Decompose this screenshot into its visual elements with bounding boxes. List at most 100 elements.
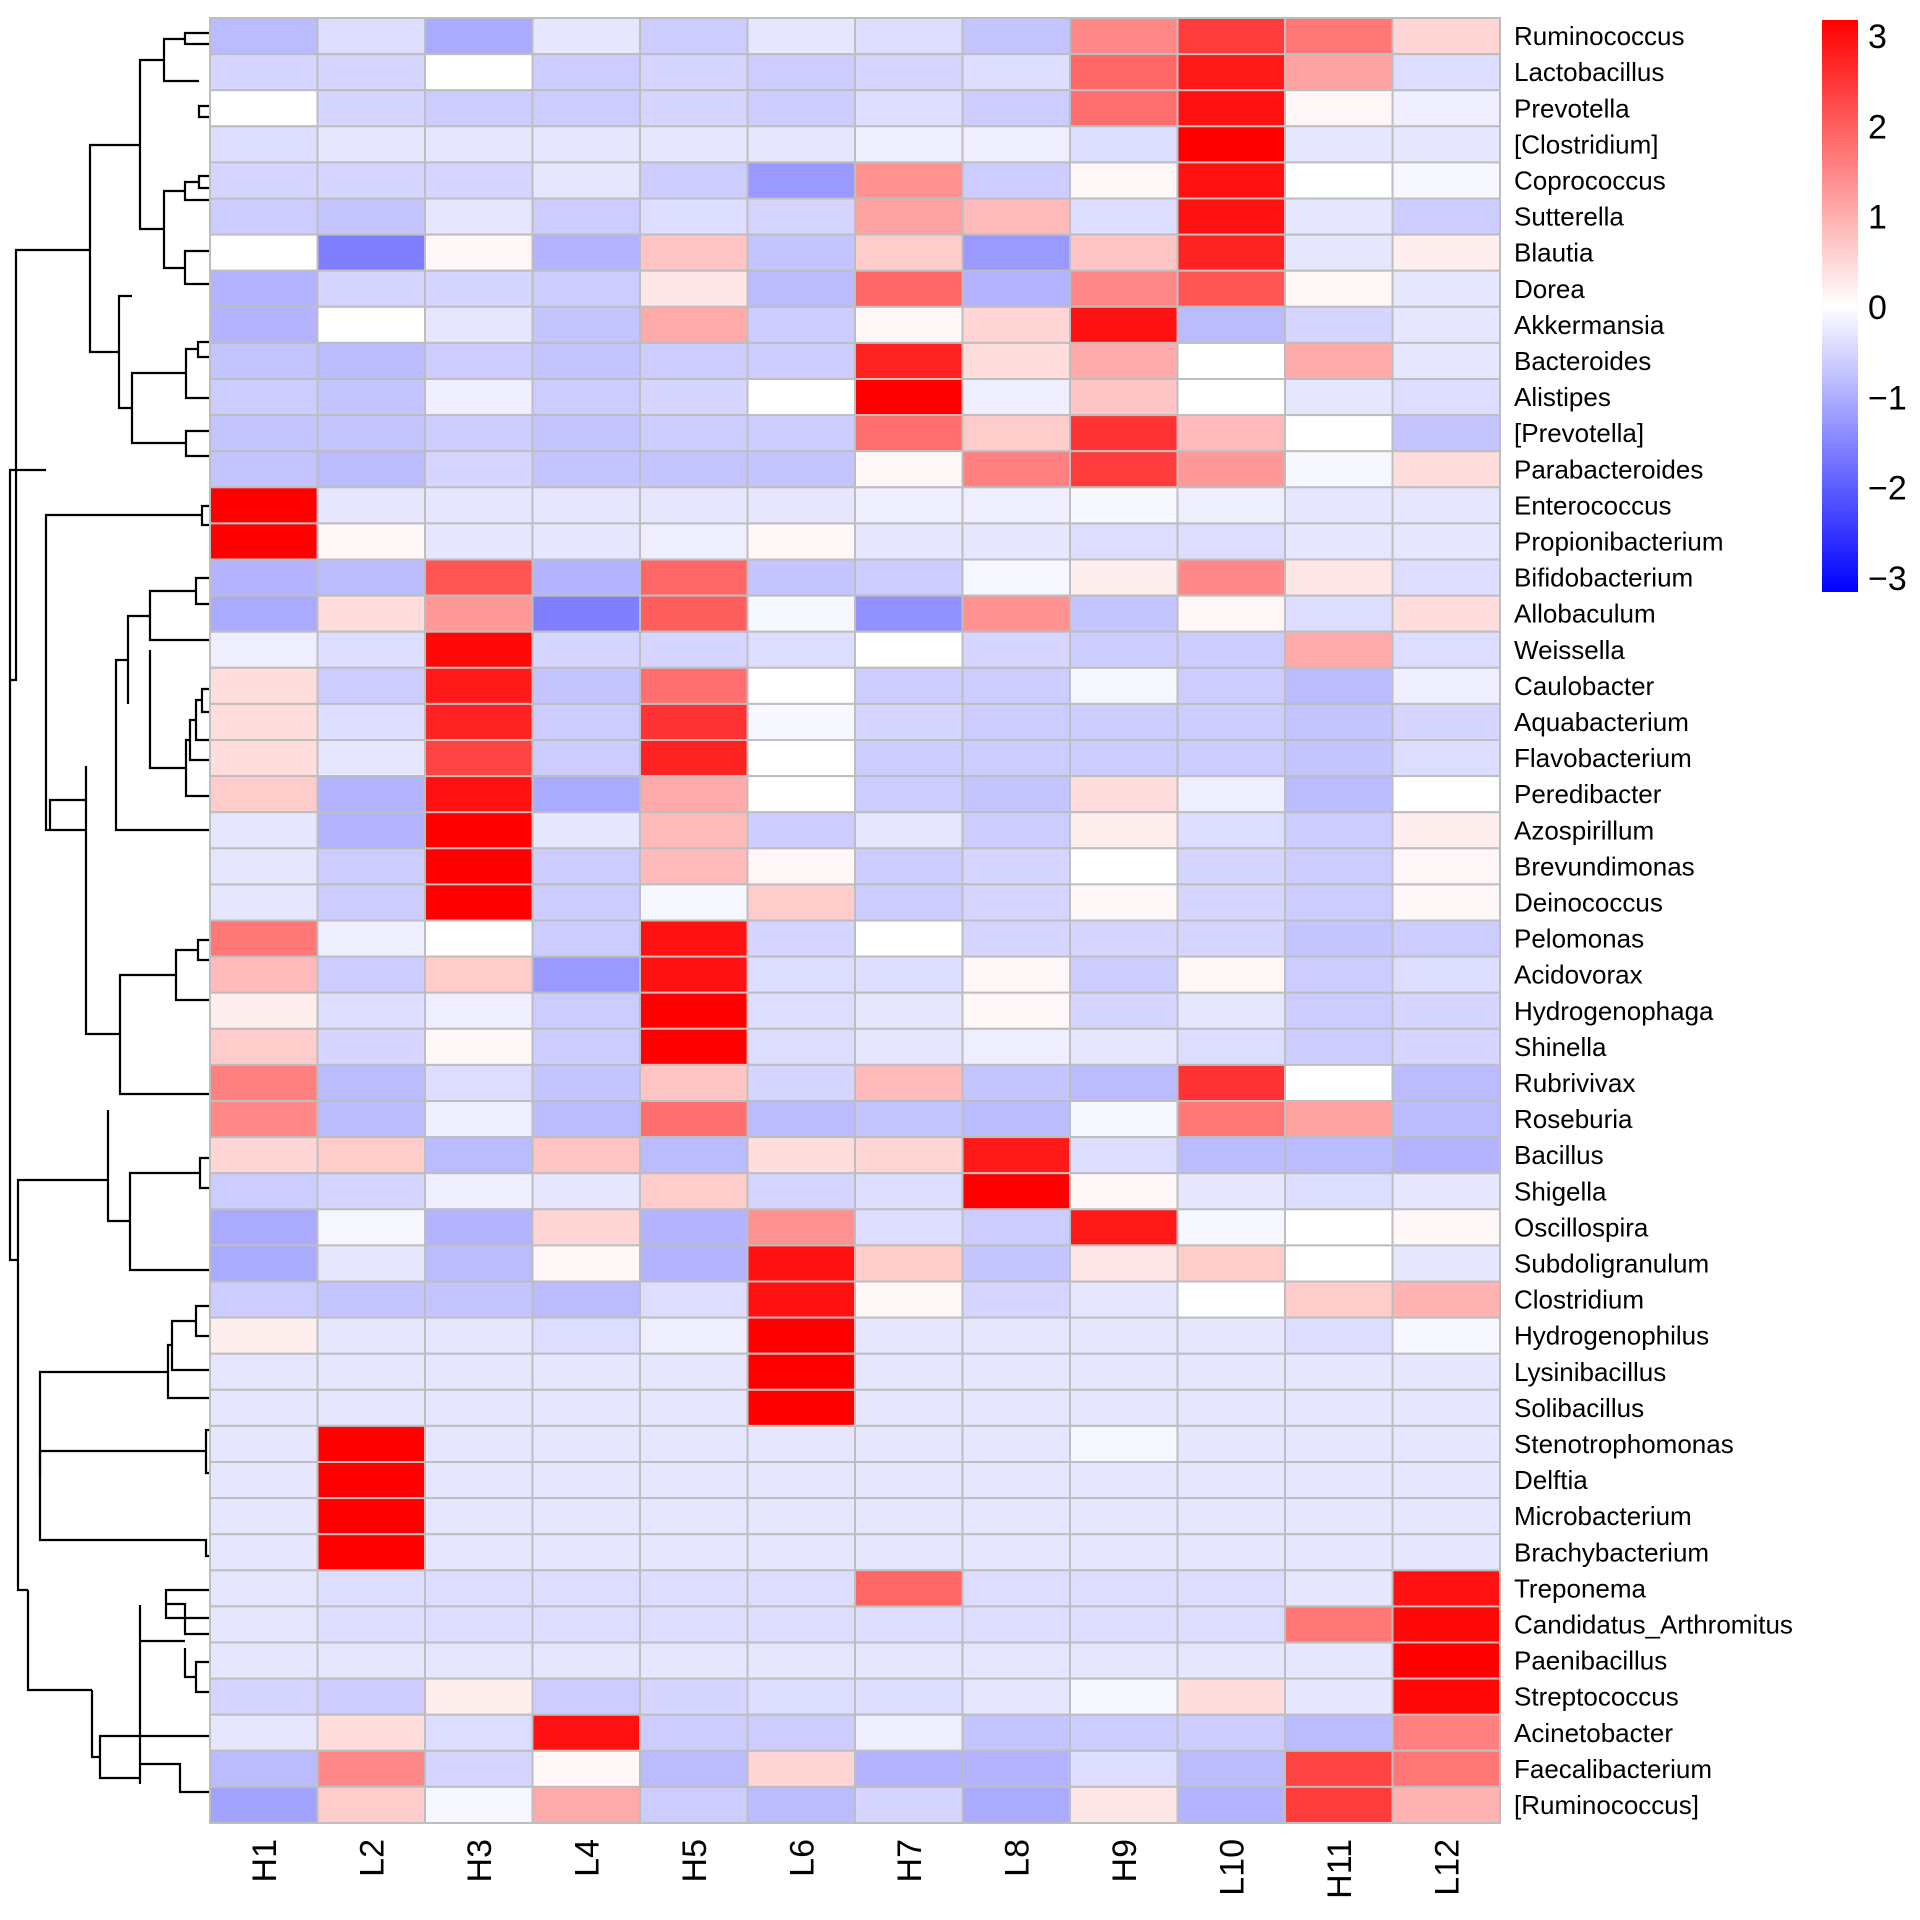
heatmap-cell bbox=[854, 1280, 964, 1319]
heatmap-cell bbox=[1284, 1316, 1394, 1355]
heatmap-cell bbox=[316, 53, 426, 92]
heatmap-cell bbox=[746, 594, 856, 633]
heatmap-cell bbox=[1284, 305, 1394, 344]
heatmap-cell bbox=[1391, 1388, 1501, 1427]
heatmap-cell bbox=[424, 450, 534, 489]
heatmap-cell bbox=[746, 1533, 856, 1572]
heatmap-cell bbox=[1284, 1172, 1394, 1211]
heatmap-cell bbox=[746, 666, 856, 705]
heatmap-cell bbox=[531, 522, 641, 561]
heatmap-cell bbox=[1176, 1677, 1286, 1716]
heatmap-cell bbox=[854, 1749, 964, 1788]
heatmap-cell bbox=[961, 522, 1071, 561]
heatmap-cell bbox=[424, 1100, 534, 1139]
heatmap-cell bbox=[1391, 630, 1501, 669]
heatmap-cell bbox=[961, 991, 1071, 1030]
heatmap-cell bbox=[639, 1424, 749, 1464]
heatmap-cell bbox=[961, 1316, 1071, 1355]
heatmap-cell bbox=[316, 1749, 426, 1788]
heatmap-cell bbox=[639, 1533, 749, 1572]
heatmap-cell bbox=[316, 161, 426, 200]
heatmap-cell bbox=[209, 775, 319, 814]
heatmap-cell bbox=[209, 1461, 319, 1500]
heatmap-cell bbox=[316, 811, 426, 850]
heatmap-cell bbox=[854, 53, 964, 92]
column-label: L12 bbox=[1428, 1839, 1466, 1896]
heatmap-cell bbox=[961, 1605, 1071, 1644]
heatmap-cell bbox=[639, 883, 749, 922]
heatmap-cell bbox=[961, 1280, 1071, 1319]
heatmap-cell bbox=[316, 1605, 426, 1644]
heatmap-cell bbox=[854, 378, 964, 417]
heatmap-cell bbox=[854, 1136, 964, 1175]
heatmap-cell bbox=[961, 811, 1071, 850]
heatmap-cell bbox=[1391, 17, 1501, 56]
heatmap-cell bbox=[316, 378, 426, 417]
heatmap-cell bbox=[961, 919, 1071, 958]
heatmap-cell bbox=[1176, 739, 1286, 778]
heatmap-cell bbox=[316, 1641, 426, 1680]
heatmap-cell bbox=[316, 1244, 426, 1283]
heatmap-cell bbox=[961, 1424, 1071, 1464]
heatmap-cell bbox=[1176, 630, 1286, 669]
heatmap-cell bbox=[531, 594, 641, 633]
heatmap-cell bbox=[961, 594, 1071, 633]
heatmap-cell bbox=[209, 450, 319, 489]
heatmap-cell bbox=[1069, 811, 1179, 850]
heatmap-cell bbox=[1391, 1280, 1501, 1319]
heatmap-cell bbox=[961, 1027, 1071, 1066]
heatmap-cell bbox=[1391, 775, 1501, 814]
heatmap-cell bbox=[1069, 1388, 1179, 1427]
heatmap-cell bbox=[961, 125, 1071, 164]
heatmap-cell bbox=[424, 1641, 534, 1680]
heatmap-cell bbox=[531, 1316, 641, 1355]
heatmap-cell bbox=[1284, 17, 1394, 56]
heatmap-cell bbox=[746, 883, 856, 922]
heatmap-cell bbox=[1069, 125, 1179, 164]
heatmap-cell bbox=[316, 269, 426, 308]
heatmap-cell bbox=[1176, 1569, 1286, 1608]
heatmap-cell bbox=[1069, 1280, 1179, 1319]
heatmap-cell bbox=[209, 197, 319, 236]
heatmap-cell bbox=[1176, 594, 1286, 633]
heatmap-cell bbox=[1391, 522, 1501, 561]
heatmap-cell bbox=[1391, 1027, 1501, 1066]
heatmap-cell bbox=[854, 955, 964, 994]
heatmap-cell bbox=[1284, 1605, 1394, 1644]
heatmap-cell bbox=[209, 17, 319, 56]
heatmap-cell bbox=[1391, 1244, 1501, 1283]
heatmap-cell bbox=[531, 775, 641, 814]
heatmap-cell bbox=[1284, 1424, 1394, 1464]
heatmap-cell bbox=[531, 89, 641, 128]
heatmap-cell bbox=[854, 1063, 964, 1103]
heatmap-cell bbox=[961, 1569, 1071, 1608]
heatmap-cell bbox=[1176, 847, 1286, 886]
heatmap-cell bbox=[1284, 919, 1394, 958]
heatmap-cell bbox=[1176, 378, 1286, 417]
heatmap-cell bbox=[424, 991, 534, 1030]
heatmap-cell bbox=[854, 1713, 964, 1752]
heatmap-cell bbox=[1069, 1136, 1179, 1175]
heatmap-cell bbox=[854, 1569, 964, 1608]
row-label: Brevundimonas bbox=[1514, 851, 1695, 881]
heatmap-cell bbox=[424, 702, 534, 742]
heatmap-cell bbox=[1391, 1641, 1501, 1680]
heatmap-cells bbox=[209, 17, 1501, 1825]
heatmap-cell bbox=[1069, 847, 1179, 886]
heatmap-cell bbox=[316, 739, 426, 778]
heatmap-cell bbox=[746, 1136, 856, 1175]
row-label: Solibacillus bbox=[1514, 1393, 1644, 1423]
heatmap-cell bbox=[746, 558, 856, 597]
heatmap-cell bbox=[1069, 991, 1179, 1030]
heatmap-cell bbox=[316, 775, 426, 814]
heatmap-cell bbox=[1176, 1605, 1286, 1644]
heatmap-cell bbox=[424, 1063, 534, 1103]
heatmap-cell bbox=[1069, 702, 1179, 742]
heatmap-cell bbox=[424, 739, 534, 778]
row-label: Lysinibacillus bbox=[1514, 1357, 1666, 1387]
heatmap-cell bbox=[639, 1388, 749, 1427]
heatmap-cell bbox=[746, 1569, 856, 1608]
column-label: L6 bbox=[783, 1839, 821, 1877]
heatmap-cell bbox=[1176, 197, 1286, 236]
heatmap-cell bbox=[424, 1027, 534, 1066]
